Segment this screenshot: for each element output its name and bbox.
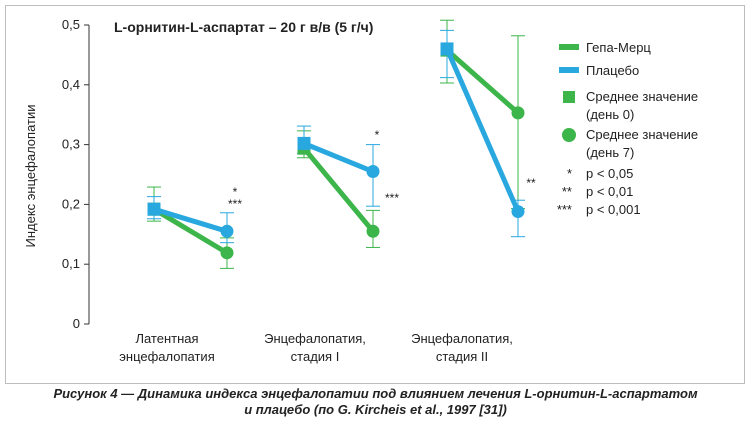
- legend: Гепа-Мерц Плацебо Среднее значение (день 0)…: [557, 40, 698, 217]
- marker-day7-circle: [366, 165, 380, 179]
- significance-annotation: *: [233, 185, 238, 199]
- x-group-label-line1: Энцефалопатия,: [411, 331, 513, 346]
- y-tick-label: 0,3: [62, 137, 80, 152]
- marker-day7-circle: [220, 224, 234, 238]
- legend-significance-label: p < 0,001: [586, 202, 641, 217]
- chart-frame: 0 0,1 0,2 0,3 0,4 0,5 Латентная энцефалопатия Эн…: [5, 5, 745, 384]
- series-line-segment: [444, 46, 521, 215]
- legend-marker-circle: [562, 128, 576, 142]
- series-line-segment: [301, 140, 376, 175]
- x-group-label-line1: Латентная: [135, 331, 198, 346]
- legend-significance-label: p < 0,01: [586, 184, 633, 199]
- caption-line-2: и плацебо (по G. Kircheis et al., 1997 […: [244, 402, 507, 417]
- series-line-segment: [301, 145, 376, 234]
- legend-significance-stars: ***: [557, 202, 572, 217]
- x-group-label-line2: стадия I: [291, 349, 340, 364]
- annotations-layer: **********: [228, 128, 536, 211]
- x-group-label-line1: Энцефалопатия,: [264, 331, 366, 346]
- legend-line-label: Гепа-Мерц: [586, 40, 651, 55]
- marker-day7-circle: [366, 224, 380, 238]
- significance-annotation: ***: [228, 197, 242, 211]
- legend-significance-stars: *: [567, 166, 572, 181]
- significance-annotation: ***: [385, 191, 399, 205]
- significance-annotation: *: [375, 128, 380, 142]
- marker-day0-square: [440, 42, 454, 56]
- marker-day7-circle: [511, 106, 525, 120]
- figure-caption: Рисунок 4 — Динамика индекса энцефалопат…: [0, 386, 751, 418]
- legend-marker-label-line1: Среднее значение: [586, 89, 698, 104]
- legend-marker-label-line2: (день 0): [586, 107, 634, 122]
- marker-day0-square: [147, 202, 161, 216]
- legend-significance-stars: **: [562, 184, 572, 199]
- series-line-segment: [151, 206, 230, 234]
- chart-title: L-орнитин-L-аспартат – 20 г в/в (5 г/ч): [114, 19, 373, 35]
- marker-day7-circle: [511, 205, 525, 219]
- legend-line-label: Плацебо: [586, 63, 639, 78]
- series-line-segment: [151, 206, 230, 256]
- x-group-label-line2: энцефалопатия: [119, 349, 214, 364]
- y-tick-label: 0,1: [62, 256, 80, 271]
- series-line-segment: [444, 47, 521, 116]
- legend-marker-label-line2: (день 7): [586, 145, 634, 160]
- y-tick-label: 0,5: [62, 17, 80, 32]
- x-group-label-line2: стадия II: [436, 349, 488, 364]
- caption-line-1: Рисунок 4 — Динамика индекса энцефалопат…: [53, 386, 698, 401]
- significance-annotation: **: [526, 176, 536, 190]
- marker-day7-circle: [220, 246, 234, 260]
- legend-marker-square: [563, 91, 575, 103]
- marker-day0-square: [297, 136, 311, 150]
- axes: 0 0,1 0,2 0,3 0,4 0,5 Латентная энцефалопатия Эн…: [62, 17, 513, 364]
- legend-significance-label: p < 0,05: [586, 166, 633, 181]
- y-axis-label: Индекс энцефалопатии: [23, 105, 38, 248]
- chart-svg: 0 0,1 0,2 0,3 0,4 0,5 Латентная энцефалопатия Эн…: [23, 17, 698, 364]
- legend-marker-label-line1: Среднее значение: [586, 127, 698, 142]
- y-tick-label: 0,2: [62, 196, 80, 211]
- y-tick-label: 0: [73, 316, 80, 331]
- series-layer: [147, 19, 525, 269]
- y-tick-label: 0,4: [62, 77, 80, 92]
